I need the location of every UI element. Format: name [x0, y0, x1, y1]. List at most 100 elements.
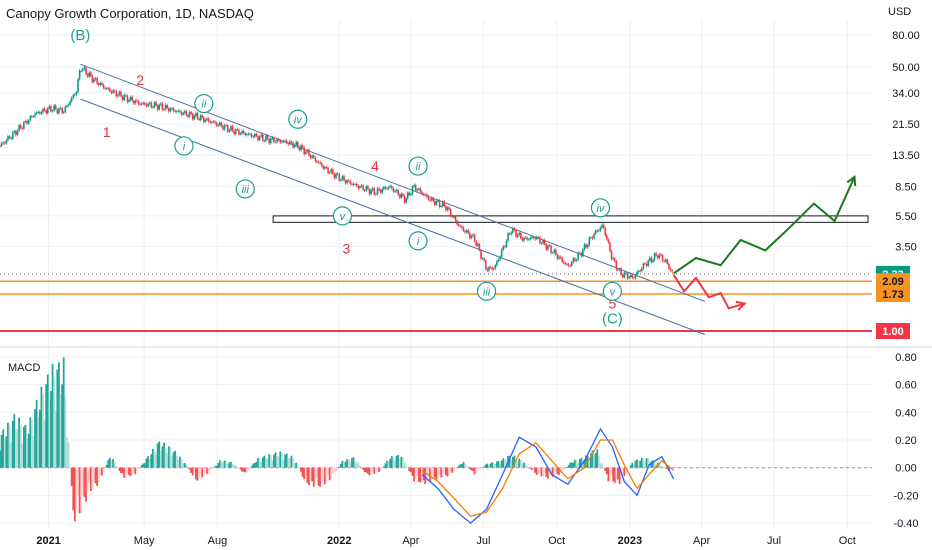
macd-y-tick-label: 0.80	[895, 352, 916, 364]
price-candle	[182, 112, 184, 115]
price-candle	[101, 82, 103, 85]
price-candle	[354, 183, 356, 185]
macd-histogram-bar	[15, 429, 17, 468]
price-candle	[160, 103, 162, 105]
macd-histogram-bar	[148, 458, 151, 468]
price-candle	[551, 252, 554, 254]
price-candle	[43, 108, 46, 111]
price-candle	[671, 270, 673, 272]
macd-histogram-bar	[472, 467, 474, 471]
macd-histogram-bar	[623, 467, 626, 477]
price-pane[interactable]	[0, 63, 872, 335]
macd-histogram-bar	[50, 391, 52, 468]
macd-histogram-bar	[338, 466, 341, 468]
price-candle	[566, 263, 568, 265]
price-candle	[193, 115, 196, 120]
macd-histogram-bar	[288, 458, 291, 468]
macd-histogram-bar	[32, 436, 35, 468]
macd-histogram-bar	[402, 457, 404, 468]
macd-histogram-bar	[473, 467, 476, 475]
macd-histogram-bar	[621, 467, 624, 475]
price-candle	[461, 226, 463, 228]
macd-histogram-bar	[617, 467, 619, 480]
price-candle	[650, 257, 653, 263]
macd-histogram-bar	[102, 467, 105, 472]
wave-label: v	[610, 286, 617, 298]
wave-label: ii	[201, 99, 206, 111]
price-candle	[115, 91, 118, 97]
price-candle	[80, 70, 83, 72]
macd-histogram-bar	[183, 463, 186, 468]
macd-histogram-bar	[126, 467, 129, 474]
macd-histogram-bar	[37, 416, 40, 468]
macd-histogram-bar	[285, 453, 288, 468]
macd-histogram-bar	[634, 460, 637, 468]
wave-label: (C)	[602, 311, 623, 328]
macd-histogram-bar	[5, 436, 8, 468]
price-candle	[46, 108, 49, 114]
macd-histogram-bar	[101, 467, 103, 476]
macd-histogram-bar	[172, 452, 175, 468]
macd-histogram-bar	[339, 463, 342, 468]
price-candle	[289, 141, 291, 145]
price-candle	[169, 108, 172, 112]
price-candle	[27, 120, 30, 124]
price-candle	[360, 185, 363, 187]
projection-bearish-path	[672, 274, 745, 310]
x-tick-label: Jul	[476, 535, 490, 547]
price-candle	[118, 91, 121, 96]
price-candle	[246, 134, 248, 136]
price-candle	[166, 104, 169, 109]
price-candle	[594, 230, 597, 234]
macd-histogram-bar	[73, 467, 76, 522]
price-candle	[532, 236, 535, 239]
macd-histogram-bar	[414, 467, 417, 480]
price-candle	[26, 121, 28, 124]
macd-histogram-bar	[554, 467, 557, 473]
price-candle	[518, 232, 521, 235]
price-candle	[34, 113, 36, 117]
macd-histogram-bar	[282, 459, 285, 468]
macd-histogram-bar	[460, 463, 463, 468]
macd-histogram-bar	[476, 467, 479, 471]
macd-histogram-bar	[75, 467, 78, 513]
price-candle	[11, 132, 14, 139]
macd-histogram-bar	[175, 455, 178, 468]
price-candle	[145, 104, 148, 107]
macd-histogram-bar	[0, 450, 1, 468]
price-candle	[379, 190, 382, 193]
macd-histogram-bar	[500, 460, 503, 468]
price-candle	[363, 190, 366, 191]
price-candle	[301, 145, 304, 148]
price-candle	[378, 188, 380, 191]
macd-histogram-bar	[325, 467, 328, 482]
macd-histogram-bar	[367, 467, 369, 474]
macd-histogram-bar	[486, 463, 489, 468]
level-badge-text: 1.73	[882, 289, 903, 301]
macd-histogram-bar	[467, 467, 470, 468]
price-candle	[320, 163, 323, 167]
macd-histogram-bar	[593, 454, 595, 468]
macd-histogram-bar	[199, 467, 202, 475]
macd-histogram-bar	[551, 467, 554, 477]
macd-histogram-bar	[397, 455, 400, 468]
macd-histogram-bar	[306, 467, 309, 484]
macd-histogram-bar	[124, 467, 127, 478]
macd-histogram-bar	[660, 465, 662, 468]
macd-histogram-bar	[26, 438, 28, 468]
macd-histogram-bar	[99, 467, 102, 475]
macd-pane[interactable]	[0, 357, 872, 524]
macd-histogram-bar	[67, 442, 70, 468]
price-candle	[172, 108, 175, 111]
projection-bullish-path	[673, 176, 856, 275]
price-candle	[513, 228, 516, 231]
price-candle	[515, 230, 517, 237]
macd-histogram-bar	[653, 461, 656, 468]
price-candle	[529, 237, 532, 240]
macd-histogram-bar	[112, 459, 114, 468]
price-candle	[295, 142, 298, 145]
price-candle	[430, 197, 433, 201]
macd-histogram-bar	[343, 462, 345, 468]
price-candle	[553, 249, 556, 253]
macd-label: MACD	[8, 362, 40, 374]
